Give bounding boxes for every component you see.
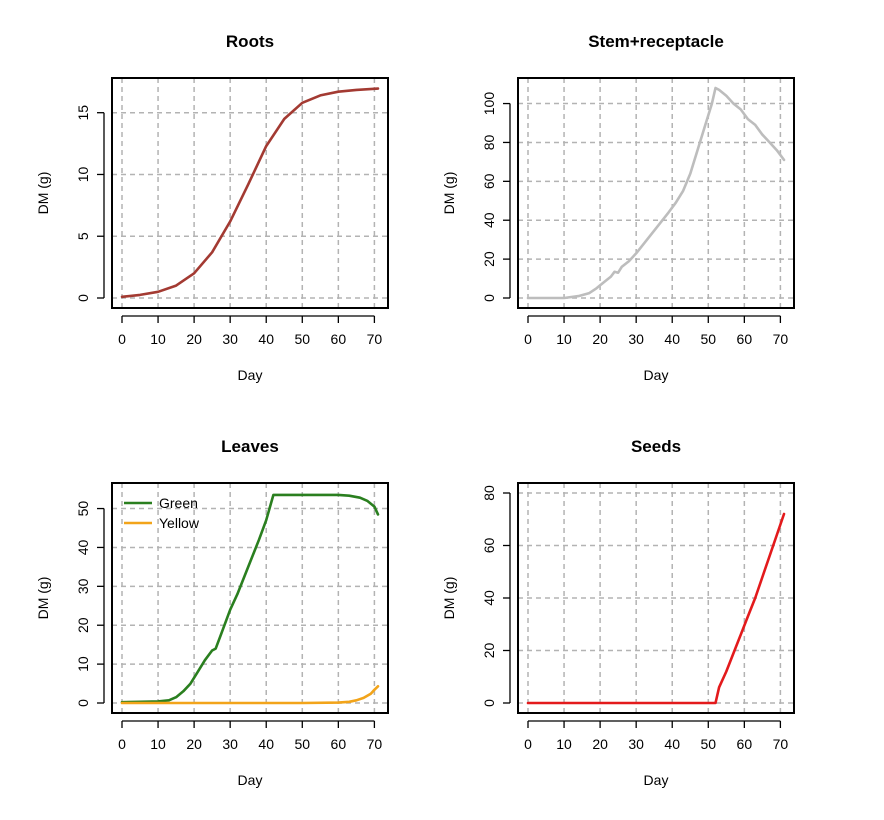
- x-tick-label: 20: [186, 331, 202, 347]
- x-tick-label: 50: [700, 331, 716, 347]
- x-tick-label: 30: [628, 736, 644, 752]
- x-tick-label: 50: [700, 736, 716, 752]
- chart-title: Seeds: [631, 437, 681, 456]
- x-tick-label: 30: [222, 736, 238, 752]
- plot-frame: [111, 482, 389, 714]
- x-tick-label: 0: [524, 331, 532, 347]
- y-tick-label: 10: [75, 166, 91, 182]
- series-line-seeds: [526, 512, 786, 705]
- x-tick-label: 20: [592, 331, 608, 347]
- plot-frame: [517, 482, 795, 714]
- x-axis-title: Day: [238, 772, 263, 788]
- y-tick-label: 80: [481, 134, 497, 150]
- legend-label-green: Green: [159, 495, 198, 511]
- chart-title: Roots: [226, 32, 274, 51]
- x-tick-label: 40: [664, 331, 680, 347]
- y-tick-label: 60: [481, 538, 497, 554]
- y-axis-title: DM (g): [35, 172, 51, 215]
- chart-panel-roots: Roots 0 10 20 30 40 50 60 70 0 5 10 15 Day DM (g): [35, 32, 389, 383]
- y-tick-label: 0: [75, 294, 91, 302]
- y-tick-label: 50: [75, 501, 91, 517]
- x-tick-label: 60: [737, 736, 753, 752]
- y-tick-label: 15: [75, 105, 91, 121]
- y-axis-title: DM (g): [441, 172, 457, 215]
- x-tick-label: 10: [556, 331, 572, 347]
- series-line-stem-receptacle: [526, 86, 786, 300]
- y-tick-label: 100: [481, 92, 497, 116]
- legend: Green Yellow: [124, 495, 200, 531]
- chart-panel-stem-receptacle: Stem+receptacle 0 10 20 30 40 50 60 70 0 20 40 60 80 1…: [441, 32, 795, 383]
- x-tick-label: 0: [118, 331, 126, 347]
- x-tick-label: 60: [331, 736, 347, 752]
- x-tick-label: 20: [186, 736, 202, 752]
- x-tick-label: 70: [367, 736, 383, 752]
- chart-title: Leaves: [221, 437, 279, 456]
- series-line-green: [120, 493, 380, 704]
- y-tick-label: 40: [481, 590, 497, 606]
- plot-frame: [111, 77, 389, 309]
- x-tick-label: 50: [294, 736, 310, 752]
- x-tick-label: 0: [524, 736, 532, 752]
- x-tick-label: 70: [367, 331, 383, 347]
- x-tick-label: 70: [773, 736, 789, 752]
- x-tick-label: 10: [150, 736, 166, 752]
- y-tick-label: 40: [481, 212, 497, 228]
- series-line-yellow: [120, 684, 380, 705]
- chart-panel-leaves: Leaves 0 10 20 30 40 50 60 70 0 10 20 30 40 50 Day DM (g…: [35, 437, 389, 788]
- legend-label-yellow: Yellow: [159, 515, 200, 531]
- x-axis-title: Day: [644, 772, 669, 788]
- x-tick-label: 20: [592, 736, 608, 752]
- y-tick-label: 60: [481, 173, 497, 189]
- x-tick-label: 30: [222, 331, 238, 347]
- series-line-roots: [120, 87, 380, 299]
- chart-panel-seeds: Seeds 0 10 20 30 40 50 60 70 0 20 40 60 80 Day DM (g): [441, 437, 795, 788]
- y-tick-label: 20: [481, 643, 497, 659]
- x-tick-label: 40: [258, 736, 274, 752]
- x-tick-label: 40: [258, 331, 274, 347]
- x-tick-label: 60: [331, 331, 347, 347]
- y-tick-label: 5: [75, 232, 91, 240]
- y-tick-label: 20: [481, 251, 497, 267]
- y-axis-title: DM (g): [35, 577, 51, 620]
- plot-frame: [517, 77, 795, 309]
- x-tick-label: 30: [628, 331, 644, 347]
- x-axis-title: Day: [238, 367, 263, 383]
- x-tick-label: 50: [294, 331, 310, 347]
- x-tick-label: 60: [737, 331, 753, 347]
- x-tick-label: 10: [556, 736, 572, 752]
- y-tick-label: 10: [75, 656, 91, 672]
- x-tick-label: 10: [150, 331, 166, 347]
- y-tick-label: 80: [481, 485, 497, 501]
- y-tick-label: 40: [75, 539, 91, 555]
- x-tick-label: 70: [773, 331, 789, 347]
- y-tick-label: 0: [481, 294, 497, 302]
- x-axis-title: Day: [644, 367, 669, 383]
- y-tick-label: 0: [481, 699, 497, 707]
- chart-title: Stem+receptacle: [588, 32, 724, 51]
- y-tick-label: 20: [75, 617, 91, 633]
- x-tick-label: 0: [118, 736, 126, 752]
- y-tick-label: 0: [75, 699, 91, 707]
- y-axis-title: DM (g): [441, 577, 457, 620]
- y-tick-label: 30: [75, 578, 91, 594]
- x-tick-label: 40: [664, 736, 680, 752]
